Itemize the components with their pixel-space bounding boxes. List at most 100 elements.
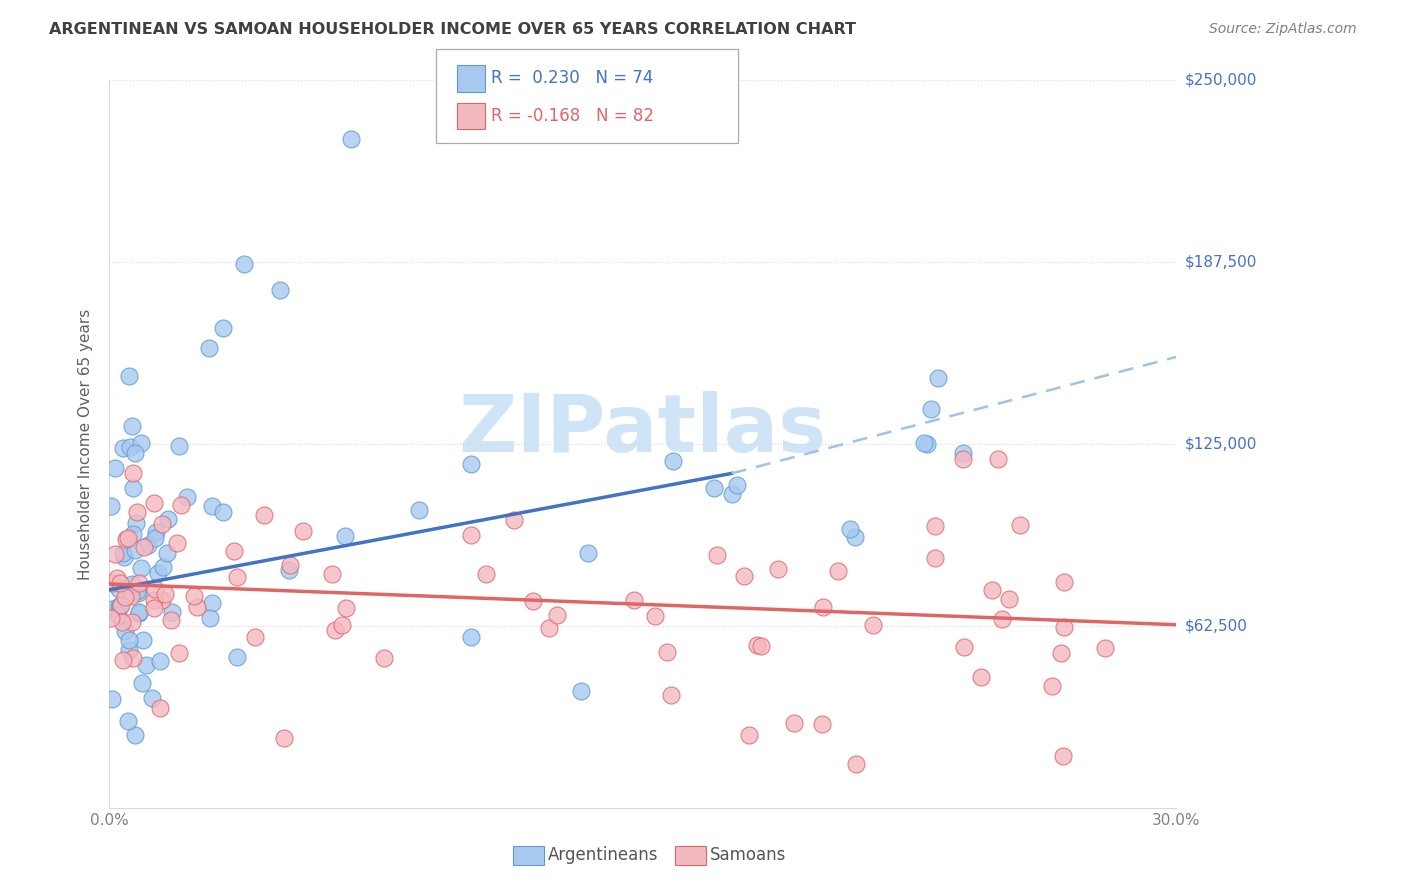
Point bbox=[224, 543, 246, 558]
Point bbox=[225, 570, 247, 584]
Point bbox=[115, 532, 138, 546]
Point bbox=[125, 505, 148, 519]
Point bbox=[333, 528, 356, 542]
Point bbox=[121, 577, 143, 591]
Point bbox=[546, 608, 568, 623]
Point bbox=[292, 524, 315, 539]
Point bbox=[733, 569, 755, 583]
Point bbox=[117, 531, 139, 545]
Point bbox=[703, 481, 725, 495]
Point bbox=[176, 491, 198, 505]
Point bbox=[104, 461, 127, 475]
Point bbox=[160, 606, 183, 620]
Point bbox=[201, 500, 224, 514]
Point bbox=[321, 567, 343, 582]
Point bbox=[125, 516, 148, 530]
Point bbox=[655, 645, 678, 659]
Point bbox=[143, 582, 166, 596]
Point bbox=[1094, 640, 1116, 655]
Point bbox=[1040, 679, 1063, 693]
Point bbox=[128, 575, 150, 590]
Point bbox=[198, 341, 221, 355]
Point bbox=[460, 457, 482, 471]
Point bbox=[987, 451, 1010, 466]
Point bbox=[146, 566, 169, 580]
Text: $187,500: $187,500 bbox=[1185, 255, 1257, 270]
Point bbox=[149, 700, 172, 714]
Point bbox=[128, 605, 150, 619]
Point bbox=[253, 508, 276, 522]
Text: Source: ZipAtlas.com: Source: ZipAtlas.com bbox=[1209, 22, 1357, 37]
Point bbox=[135, 657, 157, 672]
Point bbox=[749, 640, 772, 654]
Point bbox=[920, 402, 942, 417]
Y-axis label: Householder Income Over 65 years: Householder Income Over 65 years bbox=[79, 309, 93, 580]
Text: $125,000: $125,000 bbox=[1185, 437, 1257, 451]
Point bbox=[124, 728, 146, 742]
Point bbox=[745, 638, 768, 652]
Point bbox=[150, 593, 173, 607]
Point bbox=[105, 571, 128, 585]
Point bbox=[952, 451, 974, 466]
Point bbox=[537, 621, 560, 635]
Point bbox=[118, 369, 141, 384]
Point bbox=[1050, 646, 1073, 660]
Point bbox=[111, 615, 134, 630]
Point bbox=[952, 446, 974, 460]
Point bbox=[273, 731, 295, 746]
Point bbox=[114, 624, 136, 639]
Point bbox=[101, 602, 124, 616]
Point bbox=[125, 583, 148, 598]
Point bbox=[233, 257, 256, 271]
Point bbox=[157, 512, 180, 526]
Point bbox=[107, 608, 129, 623]
Point bbox=[845, 757, 868, 772]
Point bbox=[112, 546, 135, 560]
Point bbox=[912, 436, 935, 450]
Point bbox=[569, 684, 592, 698]
Point bbox=[152, 560, 174, 574]
Point bbox=[120, 589, 142, 603]
Point bbox=[373, 651, 395, 665]
Point bbox=[108, 576, 131, 591]
Point bbox=[1052, 749, 1074, 764]
Point bbox=[768, 562, 790, 576]
Point bbox=[122, 650, 145, 665]
Point bbox=[200, 610, 222, 624]
Point bbox=[110, 598, 132, 612]
Point bbox=[811, 717, 834, 731]
Point bbox=[862, 618, 884, 632]
Point bbox=[330, 618, 353, 632]
Point bbox=[104, 547, 127, 561]
Point bbox=[169, 498, 191, 512]
Point bbox=[924, 550, 946, 565]
Point bbox=[100, 500, 122, 514]
Point bbox=[725, 478, 748, 492]
Point bbox=[100, 610, 122, 624]
Point bbox=[132, 541, 155, 555]
Point bbox=[1053, 620, 1076, 634]
Point bbox=[212, 505, 235, 519]
Point bbox=[839, 522, 862, 536]
Point bbox=[186, 599, 208, 614]
Point bbox=[127, 585, 149, 599]
Point bbox=[110, 599, 132, 614]
Point bbox=[121, 481, 143, 495]
Point bbox=[167, 439, 190, 453]
Point bbox=[659, 688, 682, 702]
Point bbox=[998, 591, 1021, 606]
Point bbox=[118, 632, 141, 647]
Point bbox=[991, 612, 1014, 626]
Point bbox=[118, 440, 141, 454]
Point bbox=[1053, 574, 1076, 589]
Point bbox=[132, 632, 155, 647]
Point bbox=[278, 558, 301, 573]
Point bbox=[128, 607, 150, 621]
Point bbox=[166, 536, 188, 550]
Text: ZIPatlas: ZIPatlas bbox=[458, 391, 827, 468]
Point bbox=[143, 496, 166, 510]
Point bbox=[738, 728, 761, 742]
Point bbox=[917, 437, 939, 451]
Point bbox=[844, 530, 866, 544]
Point bbox=[783, 716, 806, 731]
